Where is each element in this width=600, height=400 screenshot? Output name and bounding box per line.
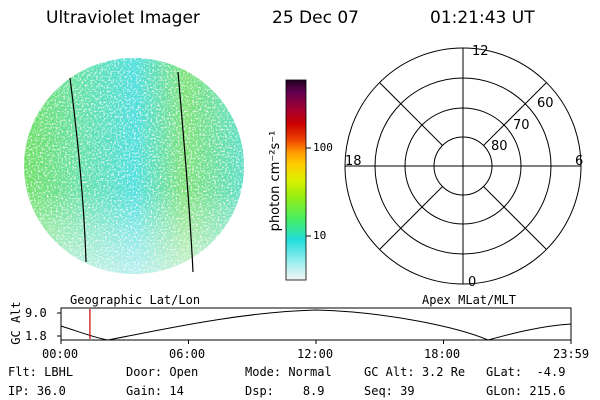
colorbar-tick-10: 10 bbox=[313, 229, 327, 242]
status-filter: Flt: LBHL bbox=[8, 365, 74, 379]
status-ip: IP: 36.0 bbox=[8, 384, 66, 398]
timeline-xtick-1200: 12:00 bbox=[297, 347, 334, 361]
mlt-label-6: 6 bbox=[575, 154, 584, 169]
status-gain: Gain: 14 bbox=[126, 384, 184, 398]
timeline-right-label: Apex MLat/MLT bbox=[422, 293, 516, 307]
timeline-left-label: Geographic Lat/Lon bbox=[70, 293, 201, 307]
status-dsp: Dsp: 8.9 bbox=[245, 384, 325, 398]
timeline-xtick-1800: 18:00 bbox=[424, 347, 461, 361]
time-label: 01:21:43 UT bbox=[430, 8, 535, 28]
mlt-label-18: 18 bbox=[345, 154, 362, 169]
timeline-xtick-0000: 00:00 bbox=[42, 347, 79, 361]
timeline-xtick-0600: 06:00 bbox=[169, 347, 206, 361]
timeline-ytick-1.8: 1.8 bbox=[25, 329, 47, 343]
status-gc-alt: GC Alt: 3.2 Re bbox=[364, 365, 466, 379]
longitude-line-left bbox=[69, 77, 87, 263]
timeline-frame bbox=[60, 307, 572, 341]
lat-label-70: 70 bbox=[513, 118, 530, 133]
instrument-title: Ultraviolet Imager bbox=[46, 8, 200, 28]
longitude-line-right bbox=[177, 71, 194, 273]
mlt-label-0: 0 bbox=[468, 275, 477, 290]
status-glat: GLat: -4.9 bbox=[486, 365, 566, 379]
timeline-xtick-2359: 23:59 bbox=[553, 347, 590, 361]
colorbar-tick-100: 100 bbox=[313, 141, 333, 154]
timeline-ytick-9: 9.0 bbox=[25, 306, 47, 320]
colorbar-scale bbox=[285, 79, 307, 281]
status-door: Door: Open bbox=[126, 365, 199, 379]
lat-label-80: 80 bbox=[491, 139, 508, 154]
mlt-label-12: 12 bbox=[472, 44, 489, 59]
status-mode: Mode: Normal bbox=[245, 365, 332, 379]
lat-label-60: 60 bbox=[537, 96, 554, 111]
status-glon: GLon: 215.6 bbox=[486, 384, 566, 398]
earth-disk bbox=[24, 58, 244, 274]
status-seq: Seq: 39 bbox=[364, 384, 415, 398]
altitude-curve bbox=[60, 309, 572, 341]
date-label: 25 Dec 07 bbox=[272, 8, 359, 28]
